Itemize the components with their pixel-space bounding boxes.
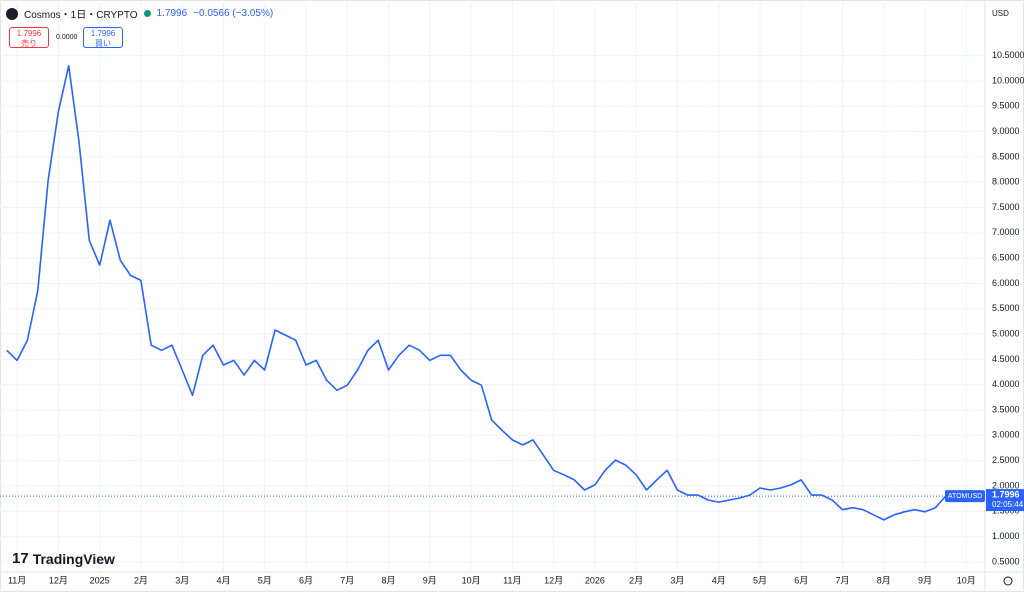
y-tick-label: 4.0000	[992, 379, 1020, 389]
y-tick-label: 6.0000	[992, 278, 1020, 288]
sell-button[interactable]: 1.7996 売り	[9, 27, 49, 48]
price-tag-label: 1.7996	[992, 489, 1020, 499]
sell-price: 1.7996	[16, 29, 42, 38]
y-tick-label: 9.0000	[992, 126, 1020, 136]
x-tick-label: 3月	[670, 575, 684, 585]
x-tick-label: 5月	[258, 575, 272, 585]
logo-mark: 17	[12, 550, 29, 567]
logo: 17 TradingView	[12, 550, 115, 567]
x-tick-label: 4月	[216, 575, 230, 585]
x-tick-label: 6月	[794, 575, 808, 585]
y-tick-label: 8.5000	[992, 151, 1020, 161]
symbol[interactable]: Cosmos・1日・CRYPTO	[24, 10, 138, 21]
y-tick-label: 5.0000	[992, 328, 1020, 338]
x-tick-label: 5月	[753, 575, 767, 585]
y-tick-label: 10.5000	[992, 50, 1024, 60]
x-tick-label: 2月	[134, 575, 148, 585]
countdown: 02:05:44	[992, 500, 1024, 509]
x-tick-label: 9月	[918, 575, 932, 585]
x-tick-label: 2月	[629, 575, 643, 585]
y-tick-label: 5.5000	[992, 303, 1020, 313]
y-tick-label: 9.5000	[992, 101, 1020, 111]
x-tick-label: 10月	[462, 575, 481, 585]
x-tick-label: 10月	[957, 575, 976, 585]
y-tick-label: 4.5000	[992, 354, 1020, 364]
price-line	[6, 65, 947, 521]
spread: 0.0000	[56, 34, 78, 41]
x-tick-label: 12月	[49, 575, 68, 585]
x-tick-label: 4月	[712, 575, 726, 585]
y-tick-label: 10.0000	[992, 75, 1024, 85]
y-tick-label: 2.5000	[992, 455, 1020, 465]
y-tick-label: 8.0000	[992, 177, 1020, 187]
settings-icon[interactable]	[1003, 576, 1013, 586]
x-tick-label: 6月	[299, 575, 313, 585]
status-dot	[143, 10, 151, 17]
y-tick-label: 3.5000	[992, 404, 1020, 414]
y-tick-label: 0.5000	[992, 556, 1020, 566]
symbol-tag	[945, 490, 985, 503]
buy-label: 買い	[95, 39, 111, 48]
buy-button[interactable]: 1.7996 買い	[83, 27, 123, 48]
currency[interactable]: USD	[992, 9, 1009, 18]
y-tick-label: 3.0000	[992, 430, 1020, 440]
y-tick-label: 7.5000	[992, 202, 1020, 212]
x-tick-label: 12月	[544, 575, 563, 585]
x-tick-label: 8月	[877, 575, 891, 585]
change: −0.0566 (−3.05%)	[193, 8, 274, 19]
buy-price: 1.7996	[90, 29, 116, 38]
x-tick-label: 8月	[382, 575, 396, 585]
y-tick-label: 2.0000	[992, 480, 1020, 490]
coin-icon	[6, 7, 18, 20]
y-tick-label: 7.0000	[992, 227, 1020, 237]
x-tick-label: 9月	[423, 575, 437, 585]
sell-label: 売り	[21, 39, 37, 48]
x-tick-label: 2026	[585, 575, 605, 585]
y-tick-label: 6.5000	[992, 253, 1020, 263]
x-tick-label: 11月	[8, 575, 26, 585]
price: 1.7996	[156, 8, 188, 19]
x-tick-label: 7月	[340, 575, 354, 585]
logo-text: TradingView	[32, 550, 115, 567]
price-tag	[986, 489, 1024, 512]
header: Cosmos・1日・CRYPTO 1.7996 −0.0566 (−3.05%)	[6, 6, 273, 21]
x-tick-label: 3月	[175, 575, 189, 585]
y-tick-label: 1.0000	[992, 531, 1020, 541]
x-tick-label: 11月	[503, 575, 521, 585]
symbol-tag-label: ATOMUSD	[948, 493, 982, 500]
x-tick-label: 7月	[836, 575, 850, 585]
x-tick-label: 2025	[90, 575, 110, 585]
